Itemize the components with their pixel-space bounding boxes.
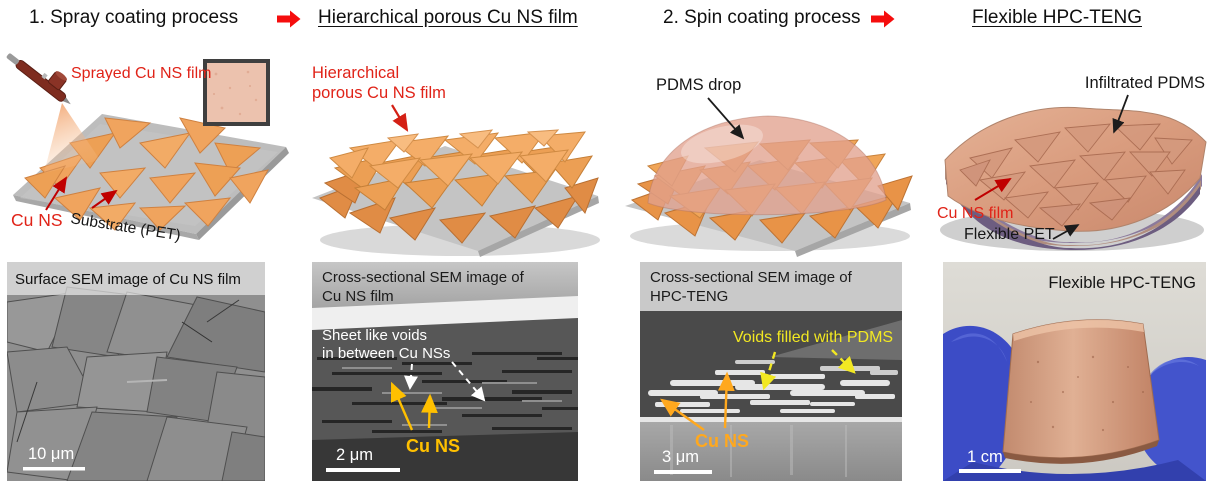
flexible-teng-illustration: Infiltrated PDMS Cu NS film Flexible PET (937, 74, 1207, 251)
substrate-striations (670, 425, 847, 477)
sem-title-line1: Cross-sectional SEM image of (650, 269, 853, 286)
voids-label-line1: Sheet like voids (322, 327, 427, 344)
spray-cone (44, 103, 100, 173)
header-result1: Hierarchical porous Cu NS film (318, 7, 578, 28)
embedded-nanosheet-pattern (959, 123, 1193, 227)
scale-bar (959, 469, 1021, 473)
scale-label: 1 cm (967, 448, 1003, 466)
header-step2: 2. Spin coating process (663, 7, 861, 28)
title-band (7, 262, 265, 295)
infiltrated-pdms-label: Infiltrated PDMS (1085, 74, 1205, 92)
pointer-arrow (1112, 94, 1129, 134)
scale-label: 2 μm (336, 446, 373, 464)
flexible-teng-photo: Flexible HPC-TENG 1 cm (943, 262, 1206, 481)
sprayed-film-inset-photo (203, 59, 270, 126)
scale-bar (654, 470, 712, 474)
spin-coating-illustration: PDMS drop (625, 76, 913, 257)
pdms-drop-label: PDMS drop (656, 76, 741, 94)
copper-film (1002, 319, 1160, 464)
pointer-arrow (391, 104, 409, 132)
cuns-pointer-arrows (390, 381, 438, 431)
scale-label: 10 μm (28, 445, 74, 463)
cuns-pointer-arrows (660, 371, 735, 431)
sem-cross-section-cuns-image: Cross-sectional SEM image of Cu NS film … (312, 262, 578, 481)
sem-title-line2: HPC-TENG (650, 288, 728, 305)
sem-title-line2: Cu NS film (322, 288, 394, 305)
voids-label: Voids filled with PDMS (733, 329, 893, 346)
scale-bar (23, 467, 85, 471)
title-band (640, 262, 902, 311)
cu-ns-label: Cu NS (695, 431, 749, 451)
film-side-layers (945, 160, 1202, 251)
pointer-arrow (707, 97, 745, 140)
voids-label-line2: in between Cu NSs (322, 345, 450, 362)
cu-nanosheets (24, 117, 269, 231)
void-pointer-arrows (404, 361, 486, 402)
sheet-highlights (342, 367, 562, 426)
flexible-pet-label: Flexible PET (964, 226, 1055, 243)
header-step1: 1. Spray coating process (29, 7, 239, 28)
cu-nanosheet-stack (319, 129, 599, 244)
nanosheet-texture (7, 286, 265, 481)
cu-ns-label: Cu NS (11, 210, 63, 230)
void-streaks (312, 352, 578, 433)
sem-surface-image: Surface SEM image of Cu NS film 10 μm (7, 262, 265, 481)
porous-film-illustration: Hierarchical porous Cu NS film (312, 64, 600, 257)
red-arrow-icon (871, 10, 895, 28)
sprayed-film-label: Sprayed Cu NS film (71, 65, 212, 82)
spray-coating-illustration: Sprayed Cu NS film Cu NS Substrate (PET) (6, 53, 289, 244)
cu-ns-film-label: Cu NS film (937, 205, 1013, 222)
sem-title: Surface SEM image of Cu NS film (15, 271, 241, 288)
red-arrow-icon (277, 10, 301, 28)
void-pointer-arrows (760, 349, 856, 391)
porous-film-label-line1: Hierarchical (312, 64, 399, 82)
photo-title: Flexible HPC-TENG (1048, 274, 1196, 292)
cu-ns-label: Cu NS (406, 436, 460, 456)
scale-bar (326, 468, 400, 472)
pointer-arrows (45, 176, 118, 211)
scale-label: 3 μm (662, 448, 699, 466)
pointer-arrow (1052, 224, 1080, 240)
sem-title-line1: Cross-sectional SEM image of (322, 269, 525, 286)
header-result2: Flexible HPC-TENG (972, 7, 1142, 28)
pdms-drop (647, 115, 887, 216)
spray-gun-icon (6, 53, 71, 105)
sem-cross-section-teng-image: Cross-sectional SEM image of HPC-TENG Vo… (640, 262, 902, 481)
porous-film-label-line2: porous Cu NS film (312, 84, 446, 102)
pointer-arrow (974, 177, 1012, 201)
